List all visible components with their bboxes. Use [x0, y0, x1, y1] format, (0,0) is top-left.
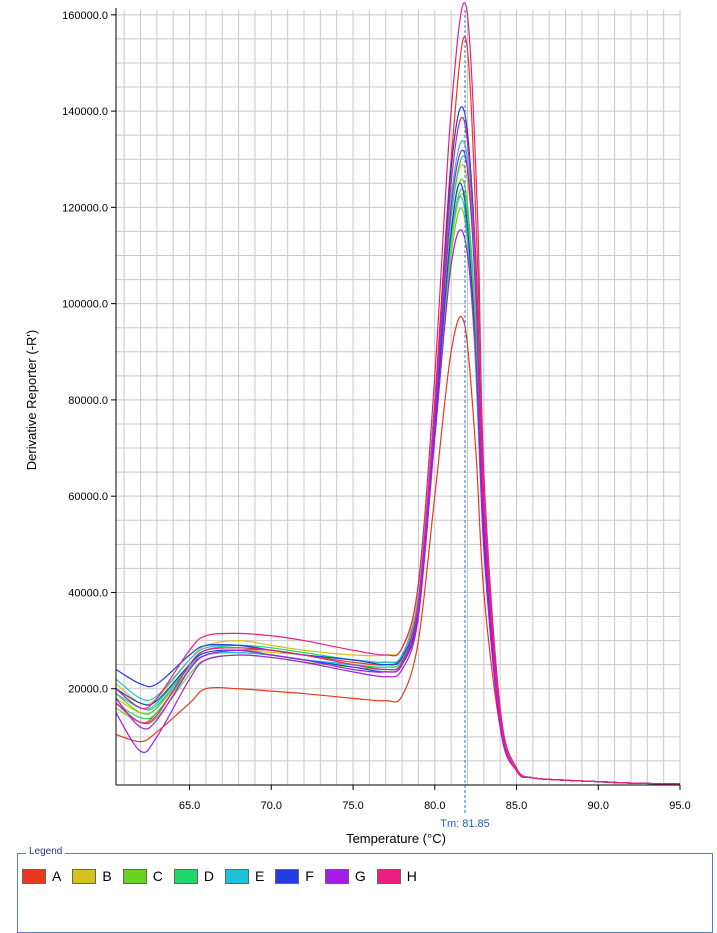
legend-label: A	[52, 868, 62, 884]
x-tick-label: 75.0	[342, 800, 363, 812]
legend-item-D[interactable]: D	[173, 868, 214, 884]
y-tick-label: 80000.0	[68, 395, 108, 407]
legend-swatch	[224, 868, 249, 884]
legend-swatch	[22, 868, 46, 884]
legend-swatch	[324, 868, 349, 884]
x-tick-label: 80.0	[424, 800, 445, 812]
y-tick-label: 20000.0	[68, 684, 108, 696]
x-tick-label: 70.0	[261, 800, 282, 812]
tick-labels: 65.0 70.0 75.0 80.0 85.0 90.0 95.0 20000.0 40000…	[62, 10, 691, 812]
legend-swatch	[122, 868, 147, 884]
melt-curve-chart: 65.0 70.0 75.0 80.0 85.0 90.0 95.0 20000.0 40000…	[24, 2, 691, 846]
legend-label: D	[203, 868, 214, 884]
legend-item-E[interactable]: E	[224, 868, 265, 884]
axes	[111, 8, 681, 815]
legend-panel: Legend A B C D E F G H	[17, 846, 713, 933]
legend-items: A B C D E F G H	[22, 868, 428, 884]
legend-label: C	[152, 868, 163, 884]
legend-label: B	[102, 868, 112, 884]
legend-item-C[interactable]: C	[122, 868, 163, 884]
series-lines	[115, 2, 681, 785]
y-axis-title: Derivative Reporter (-R')	[24, 330, 39, 470]
legend-swatch	[376, 868, 401, 884]
legend-label: G	[354, 868, 366, 884]
series-line-H	[115, 116, 681, 785]
y-tick-label: 140000.0	[62, 106, 108, 118]
x-tick-label: 95.0	[669, 800, 690, 812]
series-line-H	[115, 2, 681, 785]
x-tick-label: 90.0	[588, 800, 609, 812]
legend-label: F	[305, 868, 314, 884]
y-tick-label: 100000.0	[62, 299, 108, 311]
tm-annotation: Tm: 81.85	[440, 818, 490, 830]
y-tick-label: 60000.0	[68, 491, 108, 503]
legend-title: Legend	[26, 846, 66, 857]
plot-area	[116, 10, 680, 785]
y-tick-label: 40000.0	[68, 587, 108, 599]
x-tick-label: 85.0	[506, 800, 527, 812]
legend-item-B[interactable]: B	[72, 868, 112, 884]
plot-grid	[116, 10, 681, 785]
y-tick-label: 120000.0	[62, 202, 108, 214]
x-tick-label: 65.0	[179, 800, 200, 812]
legend-label: H	[406, 868, 417, 884]
y-tick-label: 160000.0	[62, 10, 108, 22]
x-axis-title: Temperature (°C)	[346, 831, 446, 846]
legend-item-H[interactable]: H	[376, 868, 417, 884]
legend-item-G[interactable]: G	[324, 868, 366, 884]
legend-swatch	[173, 868, 198, 884]
legend-swatch	[72, 868, 97, 884]
legend-item-F[interactable]: F	[275, 868, 314, 884]
legend-label: E	[254, 868, 265, 884]
legend-swatch	[275, 868, 300, 884]
legend-item-A[interactable]: A	[22, 868, 61, 884]
